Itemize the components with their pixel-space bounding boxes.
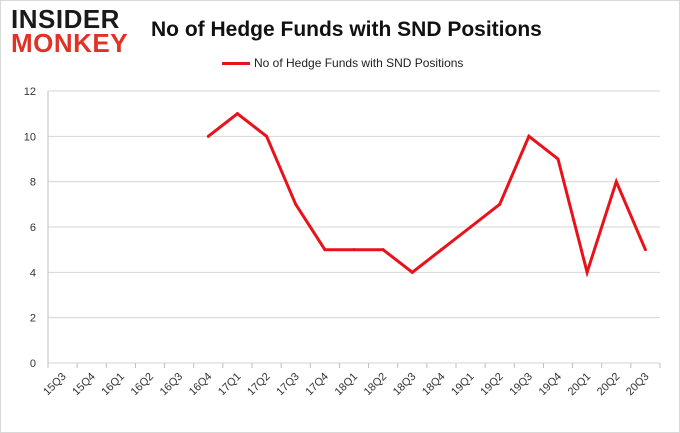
y-tick-label: 4	[30, 267, 36, 279]
x-tick-label: 16Q1	[99, 371, 127, 399]
x-tick-label: 19Q3	[507, 371, 535, 399]
x-tick-label: 17Q1	[216, 371, 244, 399]
x-tick-label: 15Q3	[41, 371, 69, 399]
legend-label: No of Hedge Funds with SND Positions	[254, 56, 464, 70]
x-tick-label: 20Q1	[566, 371, 594, 399]
data-point	[556, 157, 560, 161]
data-point	[498, 202, 502, 206]
data-point	[294, 202, 298, 206]
logo-text-monkey: MONKEY	[11, 28, 129, 58]
y-tick-label: 0	[30, 358, 36, 370]
data-point	[614, 180, 618, 184]
x-tick-label: 17Q3	[274, 371, 302, 399]
x-tick-label: 18Q3	[391, 371, 419, 399]
legend-swatch	[222, 61, 250, 65]
x-tick-label: 20Q3	[624, 371, 652, 399]
y-tick-label: 6	[30, 222, 36, 234]
x-tick-label: 16Q3	[158, 371, 186, 399]
data-point	[585, 270, 589, 274]
data-point	[206, 134, 210, 138]
series-line-0	[207, 111, 647, 278]
y-tick-label: 10	[24, 131, 36, 143]
x-tick-label: 20Q2	[595, 371, 623, 399]
x-tick-label: 17Q4	[303, 371, 331, 399]
x-tick-label: 16Q4	[187, 371, 215, 399]
data-point	[265, 134, 269, 138]
x-tick-label: 18Q4	[420, 371, 448, 399]
x-tick-label: 18Q1	[333, 371, 361, 399]
x-tick-label: 16Q2	[129, 371, 157, 399]
data-point	[527, 134, 531, 138]
data-point	[352, 248, 356, 252]
data-point	[643, 248, 647, 252]
x-tick-label: 19Q2	[478, 371, 506, 399]
data-point	[410, 270, 414, 274]
data-point	[439, 248, 443, 252]
chart-title: No of Hedge Funds with SND Positions	[151, 18, 542, 41]
logo-text-insider: INSIDER	[11, 4, 120, 34]
data-point	[235, 112, 239, 116]
x-tick-label: 19Q4	[537, 371, 565, 399]
x-tick-label: 15Q4	[70, 371, 98, 399]
chart-legend: No of Hedge Funds with SND Positions	[222, 55, 463, 71]
data-point	[381, 248, 385, 252]
data-point	[323, 248, 327, 252]
x-tick-label: 18Q2	[362, 371, 390, 399]
y-tick-label: 8	[30, 177, 36, 189]
x-tick-label: 19Q1	[449, 371, 477, 399]
data-point	[469, 225, 473, 229]
y-tick-label: 12	[24, 86, 36, 98]
x-tick-label: 17Q2	[245, 371, 273, 399]
insider-monkey-logo: INSIDER MONKEY	[11, 4, 129, 59]
y-tick-label: 2	[30, 313, 36, 325]
